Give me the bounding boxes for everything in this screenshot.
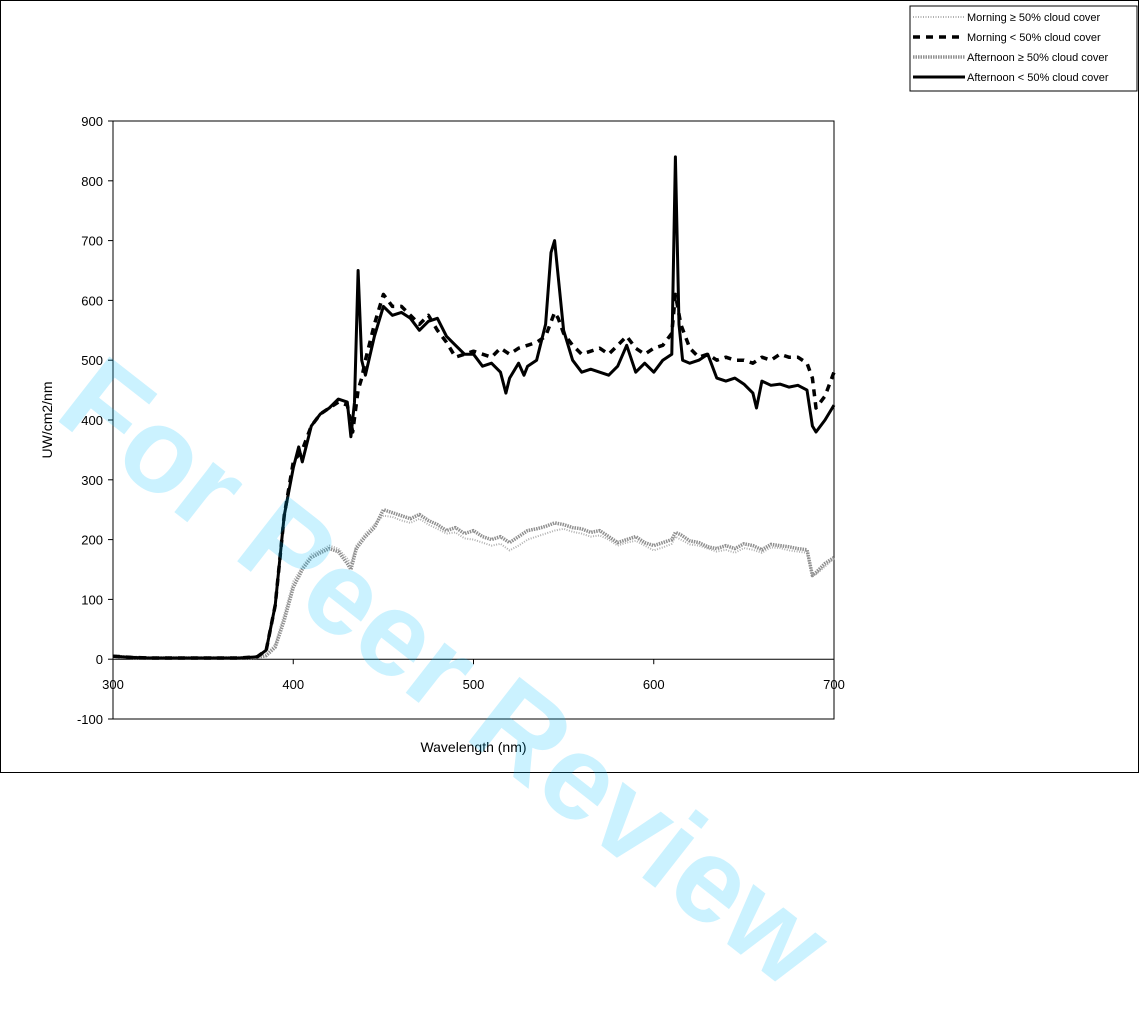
series-line-4: [112, 155, 836, 660]
plot-area: -100 0 100 200 300 400 500 600 700 800 900 300 400 50…: [39, 114, 845, 755]
series-line-2: [112, 292, 836, 660]
y-axis-label: UW/cm2/nm: [39, 382, 55, 459]
y-tick-label: 500: [81, 353, 103, 368]
y-tick-label: 200: [81, 533, 103, 548]
x-tick-label: 500: [463, 677, 485, 692]
y-tick-label: 400: [81, 413, 103, 428]
x-tick-label: 600: [643, 677, 665, 692]
y-tick-label: 700: [81, 234, 103, 249]
y-tick-label: 800: [81, 174, 103, 189]
y-tick-label: 600: [81, 293, 103, 308]
legend-label-4: Afternoon < 50% cloud cover: [967, 72, 1109, 84]
x-tick-label: 300: [102, 677, 124, 692]
y-tick-label: 900: [81, 114, 103, 129]
legend: Morning ≥ 50% cloud cover Morning < 50% c…: [909, 5, 1138, 92]
x-tick-label: 400: [282, 677, 304, 692]
x-axis-label: Wavelength (nm): [420, 739, 526, 755]
chart-frame: -100 0 100 200 300 400 500 600 700 800 900 300 400 50…: [0, 0, 1139, 773]
series-line-3: [112, 507, 835, 660]
legend-label-3: Afternoon ≥ 50% cloud cover: [967, 52, 1109, 64]
y-tick-label: 100: [81, 592, 103, 607]
legend-label-1: Morning ≥ 50% cloud cover: [967, 12, 1101, 24]
page-border: [0, 0, 1139, 773]
y-tick-label: 0: [96, 652, 103, 667]
x-tick-label: 700: [823, 677, 845, 692]
y-tick-label: 300: [81, 473, 103, 488]
legend-label-2: Morning < 50% cloud cover: [967, 32, 1101, 44]
y-tick-label: -100: [77, 712, 103, 727]
series-line-1: [112, 514, 835, 659]
